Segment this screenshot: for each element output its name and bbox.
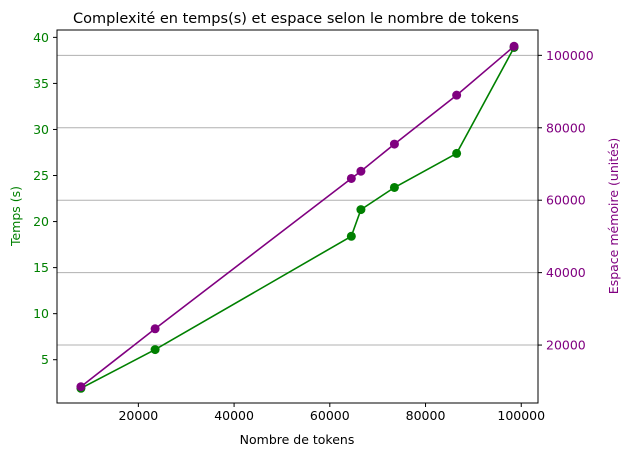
left-y-tick-label: 10 bbox=[33, 306, 49, 321]
x-axis: 20000 40000 60000 80000 100000 bbox=[118, 403, 545, 423]
data-point-left bbox=[452, 148, 462, 158]
right-y-tick-label: 40000 bbox=[546, 265, 586, 280]
left-y-axis: 5 10 15 20 25 30 35 40 bbox=[33, 30, 57, 367]
series-line-right bbox=[80, 45, 515, 388]
data-point-right bbox=[389, 139, 399, 149]
left-y-tick-label: 25 bbox=[33, 168, 49, 183]
data-point-left bbox=[346, 231, 356, 241]
left-y-tick-label: 35 bbox=[33, 76, 49, 91]
series-lines bbox=[76, 41, 519, 393]
right-y-tick-label: 20000 bbox=[546, 338, 586, 353]
right-y-tick-label: 100000 bbox=[546, 48, 594, 63]
data-point-right bbox=[346, 173, 356, 183]
data-point-right bbox=[76, 382, 86, 392]
data-point-right bbox=[509, 41, 519, 51]
x-tick-label: 40000 bbox=[214, 408, 254, 423]
right-y-tick-label: 80000 bbox=[546, 120, 586, 135]
data-point-right bbox=[452, 90, 462, 100]
chart-title: Complexité en temps(s) et espace selon l… bbox=[73, 11, 519, 27]
data-point-left bbox=[356, 205, 366, 215]
x-tick-label: 60000 bbox=[310, 408, 350, 423]
left-y-tick-label: 30 bbox=[33, 122, 49, 137]
left-y-tick-label: 5 bbox=[41, 352, 49, 367]
x-tick-label: 20000 bbox=[118, 408, 158, 423]
series-line-left bbox=[80, 47, 515, 390]
data-point-right bbox=[356, 166, 366, 176]
right-y-axis-label: Espace mémoire (unités) bbox=[606, 138, 621, 294]
x-axis-label: Nombre de tokens bbox=[240, 432, 355, 447]
data-point-left bbox=[389, 182, 399, 192]
x-tick-label: 100000 bbox=[497, 408, 545, 423]
left-y-tick-label: 15 bbox=[33, 260, 49, 275]
data-point-right bbox=[150, 324, 160, 334]
left-y-tick-label: 40 bbox=[33, 30, 49, 45]
x-tick-label: 80000 bbox=[406, 408, 446, 423]
right-y-axis: 20000 40000 60000 80000 100000 bbox=[538, 48, 594, 353]
grid-lines bbox=[57, 54, 538, 346]
left-y-tick-label: 20 bbox=[33, 214, 49, 229]
left-y-axis-label: Temps (s) bbox=[8, 186, 23, 247]
data-point-left bbox=[150, 345, 160, 355]
plot-frame bbox=[56, 29, 539, 404]
right-y-tick-label: 60000 bbox=[546, 193, 586, 208]
